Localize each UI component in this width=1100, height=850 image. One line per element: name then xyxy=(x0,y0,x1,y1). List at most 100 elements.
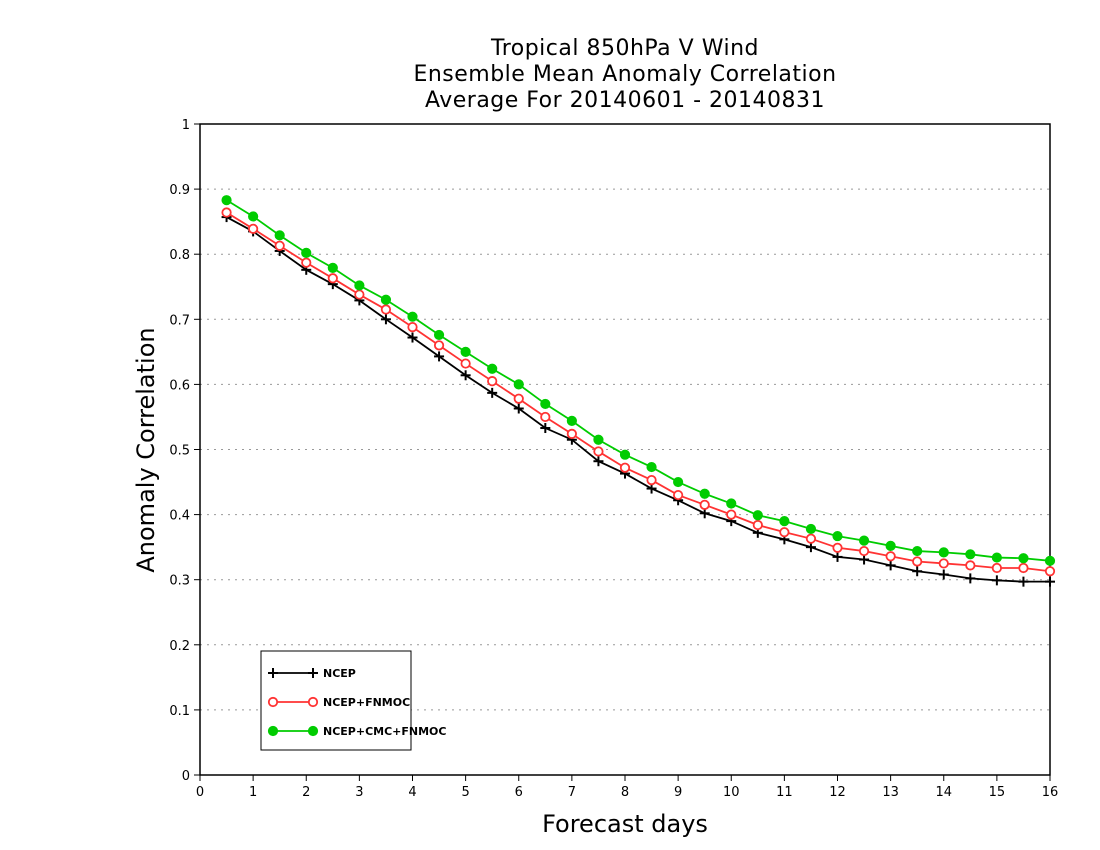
data-point-series-1 xyxy=(858,545,870,557)
x-tick-label: 11 xyxy=(776,785,793,800)
data-point-series-1 xyxy=(938,558,949,569)
data-point-series-1 xyxy=(673,489,684,501)
x-tick-label: 6 xyxy=(515,785,523,800)
data-point-series-1 xyxy=(248,223,259,234)
data-point-series-1 xyxy=(752,519,763,531)
data-point-series-2 xyxy=(991,552,1002,563)
data-point-series-1 xyxy=(726,509,737,520)
y-tick-label: 0.9 xyxy=(169,183,190,198)
data-point-series-1 xyxy=(1018,562,1029,574)
data-point-series-2 xyxy=(540,398,551,410)
data-point-series-1 xyxy=(566,428,577,439)
data-point-series-2 xyxy=(513,379,524,390)
data-point-series-2 xyxy=(858,535,870,546)
data-point-series-2 xyxy=(1044,555,1056,566)
data-point-series-1 xyxy=(487,376,498,387)
chart-title-line-3: Average For 20140601 - 20140831 xyxy=(424,88,826,113)
data-point-series-1 xyxy=(433,340,445,351)
data-point-series-2 xyxy=(726,498,737,509)
data-point-series-2 xyxy=(699,488,710,499)
y-tick-label: 0 xyxy=(182,769,190,784)
data-point-series-1 xyxy=(593,446,604,457)
data-point-series-2 xyxy=(805,523,817,535)
data-point-series-1 xyxy=(327,273,338,284)
legend-marker-1 xyxy=(307,696,319,708)
data-point-series-2 xyxy=(938,547,949,558)
data-point-series-2 xyxy=(301,247,312,258)
data-point-series-1 xyxy=(274,240,285,251)
data-point-series-1 xyxy=(407,322,418,333)
data-point-series-2 xyxy=(779,516,790,527)
legend-marker-2 xyxy=(307,725,319,737)
x-tick-label: 14 xyxy=(935,785,952,800)
data-point-series-2 xyxy=(221,195,232,206)
data-point-series-1 xyxy=(221,207,232,218)
data-point-series-1 xyxy=(540,411,551,423)
data-point-series-1 xyxy=(805,533,817,544)
series-line-1 xyxy=(226,211,1051,573)
data-point-series-1 xyxy=(779,527,790,538)
data-point-series-1 xyxy=(354,289,365,300)
x-tick-label: 2 xyxy=(302,785,310,800)
data-point-series-2 xyxy=(885,540,896,551)
legend-label-0: NCEP xyxy=(323,667,356,680)
data-point-series-1 xyxy=(380,304,392,315)
data-point-series-2 xyxy=(487,363,498,374)
y-tick-label: 0.8 xyxy=(169,248,190,263)
x-tick-label: 16 xyxy=(1042,785,1059,800)
y-tick-label: 0.2 xyxy=(169,639,190,654)
data-point-series-2 xyxy=(248,211,259,222)
data-point-series-2 xyxy=(646,461,657,473)
y-tick-label: 0.4 xyxy=(169,509,190,524)
legend-marker-1 xyxy=(267,696,279,708)
y-axis-title: Anomaly Correlation xyxy=(132,327,160,573)
x-tick-label: 7 xyxy=(568,785,576,800)
x-tick-label: 12 xyxy=(829,785,846,800)
series-line-0 xyxy=(226,216,1050,583)
data-point-series-2 xyxy=(433,329,445,341)
legend-marker-2 xyxy=(267,725,279,737)
data-point-series-1 xyxy=(619,462,631,473)
data-point-series-2 xyxy=(673,476,684,488)
data-point-series-2 xyxy=(274,230,285,241)
data-point-series-2 xyxy=(619,449,631,460)
data-point-series-1 xyxy=(991,562,1002,574)
legend-label-2: NCEP+CMC+FNMOC xyxy=(323,725,446,738)
y-tick-label: 0.3 xyxy=(169,574,190,589)
data-point-series-2 xyxy=(407,311,418,322)
y-tick-label: 0.5 xyxy=(169,444,190,459)
data-point-series-1 xyxy=(912,556,923,567)
data-point-series-1 xyxy=(513,393,524,404)
chart-title-line-2: Ensemble Mean Anomaly Correlation xyxy=(413,62,837,87)
series-line-2 xyxy=(226,199,1051,562)
y-tick-label: 0.7 xyxy=(169,313,190,328)
y-tick-label: 1 xyxy=(182,118,190,133)
data-point-series-2 xyxy=(354,280,365,291)
data-point-series-1 xyxy=(832,542,843,553)
data-point-series-2 xyxy=(593,434,604,445)
data-point-series-2 xyxy=(832,530,843,542)
x-axis-title: Forecast days xyxy=(542,810,708,838)
data-point-series-1 xyxy=(646,474,657,486)
data-point-series-1 xyxy=(965,560,976,571)
data-point-series-2 xyxy=(912,545,923,557)
legend-label-1: NCEP+FNMOC xyxy=(323,696,410,709)
legend-box xyxy=(260,650,412,751)
data-point-series-1 xyxy=(699,499,710,510)
x-tick-label: 5 xyxy=(461,785,469,800)
x-tick-label: 1 xyxy=(249,785,257,800)
y-tick-label: 0.6 xyxy=(169,378,190,393)
data-point-series-2 xyxy=(566,415,577,426)
x-tick-label: 9 xyxy=(674,785,682,800)
data-point-series-2 xyxy=(965,549,976,560)
x-tick-label: 8 xyxy=(621,785,629,800)
x-tick-label: 15 xyxy=(989,785,1006,800)
data-point-series-2 xyxy=(380,294,392,305)
data-point-series-1 xyxy=(885,551,896,562)
data-point-series-2 xyxy=(327,262,338,273)
x-tick-label: 0 xyxy=(196,785,204,800)
x-tick-label: 4 xyxy=(408,785,416,800)
chart-title-line-1: Tropical 850hPa V Wind xyxy=(490,36,759,61)
x-tick-label: 13 xyxy=(882,785,899,800)
